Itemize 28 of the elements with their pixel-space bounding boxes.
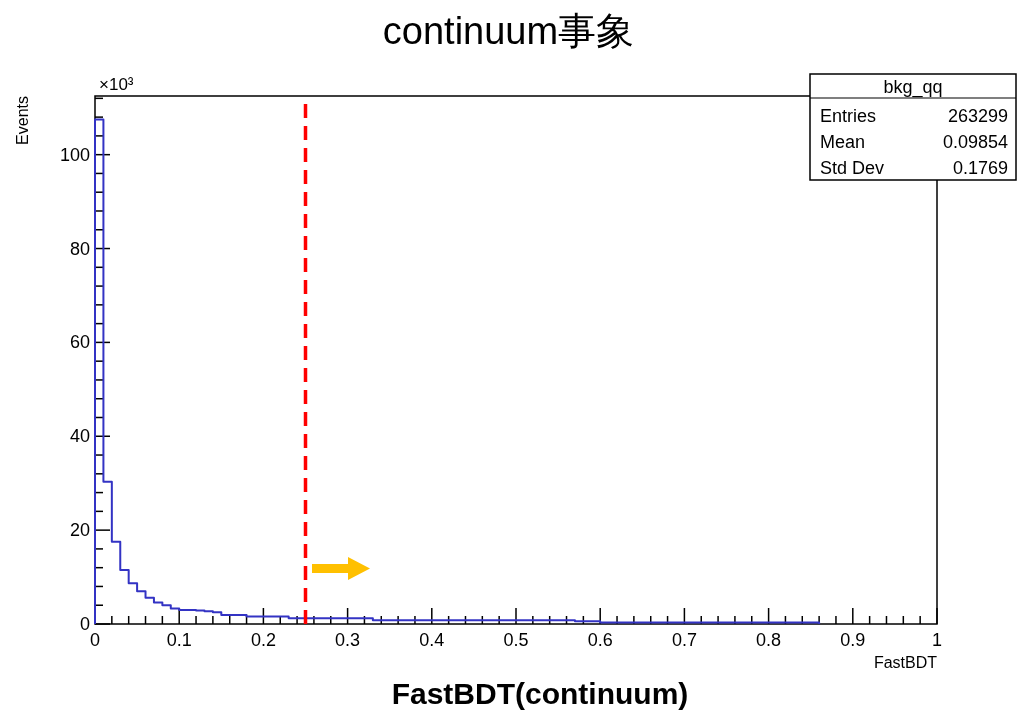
text: 0.09854 bbox=[942, 132, 1008, 152]
x-tick-label: 0.8 bbox=[756, 630, 782, 650]
y-axis-title: Events bbox=[14, 96, 31, 145]
x-axis-title: FastBDT bbox=[873, 654, 938, 671]
text: 263299 bbox=[947, 106, 1008, 126]
x-tick-label: 0.4 bbox=[419, 630, 445, 650]
x-tick-label: 0.7 bbox=[671, 630, 697, 650]
text: FastBDT(continuum) bbox=[391, 677, 689, 710]
annotation: bkg_qq bbox=[883, 77, 943, 98]
y-tick-label: 60 bbox=[69, 332, 90, 353]
x-tick-label: 0.6 bbox=[587, 630, 613, 650]
y-tick-label: 100 bbox=[59, 144, 90, 165]
x-tick-label: 0.5 bbox=[503, 630, 529, 650]
x-tick-label: 0.3 bbox=[335, 630, 361, 650]
x-tick-label: 0.1 bbox=[166, 630, 192, 650]
y-tick-label: 0 bbox=[79, 614, 90, 634]
y-tick-label: 80 bbox=[69, 238, 90, 259]
x-tick-label: 0.9 bbox=[840, 630, 866, 650]
x-tick-label: 0.2 bbox=[250, 630, 276, 650]
y-tick-label: 20 bbox=[69, 520, 90, 541]
annotation: Mean bbox=[820, 132, 866, 152]
annotation: Entries bbox=[820, 106, 877, 126]
y-tick-label: 40 bbox=[69, 426, 90, 447]
axis-multiplier: ×10³ bbox=[99, 75, 134, 94]
annotation: Std Dev bbox=[820, 158, 885, 178]
chart-title: continuum事象 bbox=[382, 10, 635, 52]
x-tick-label: 1 bbox=[931, 630, 943, 650]
text: 0.1769 bbox=[952, 158, 1008, 178]
